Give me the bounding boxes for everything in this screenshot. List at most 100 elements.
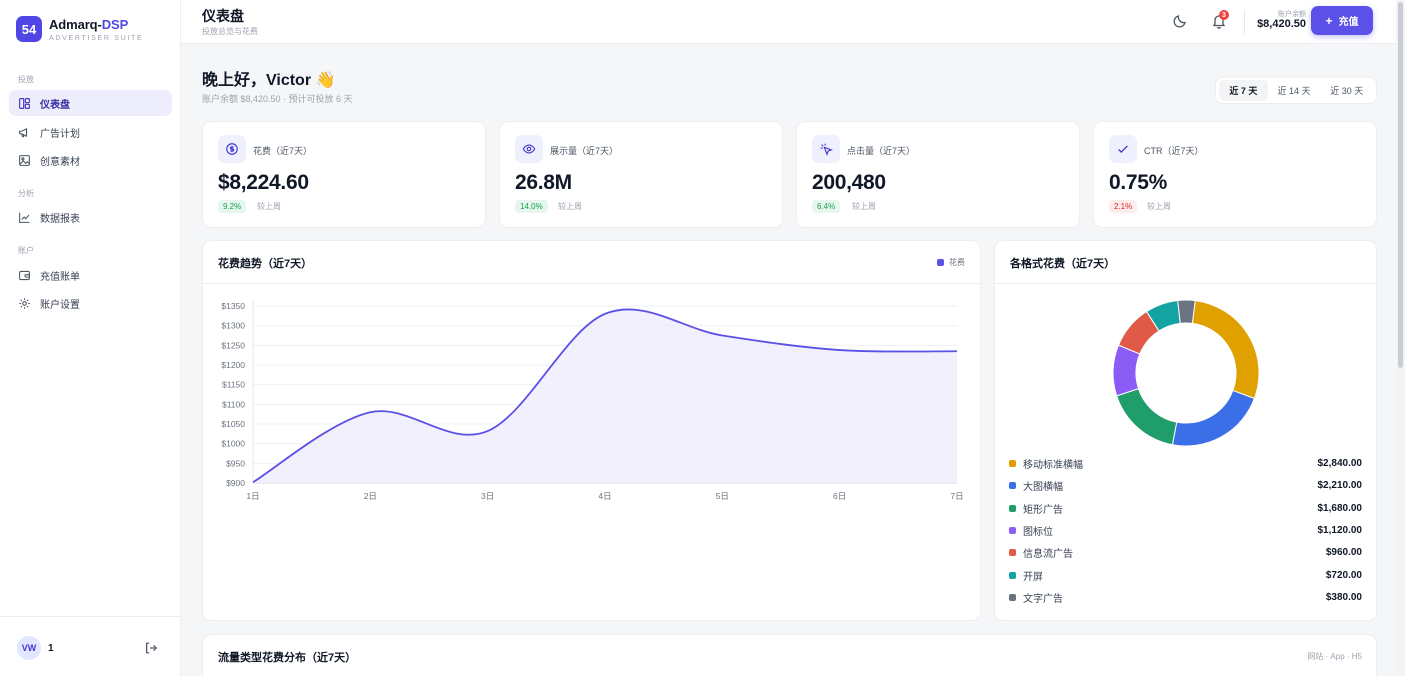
format-value: $2,840.00 [1317,457,1363,469]
page-scrollbar[interactable] [1396,0,1405,676]
dashboard-icon [18,97,31,110]
y-tick-label: $1150 [222,380,245,390]
x-tick-label: 3日 [481,491,494,501]
sidebar-item-billing[interactable]: 充值账单 [9,262,172,288]
range-30-days[interactable]: 近 30 天 [1330,86,1364,96]
sidebar-item-dashboard[interactable]: 仪表盘 [9,90,172,116]
plus-icon: + [1325,13,1333,28]
recharge-button[interactable]: + 充值 [1311,6,1373,35]
format-value: $2,210.00 [1317,479,1363,491]
scroll-thumb[interactable] [1398,2,1403,368]
kpi-card-ctr: CTR（近7天） 0.75% 2.1% 较上周 [1093,121,1377,228]
sidebar: 54 Admarq-DSP ADVERTISER SUITE 投放 仪表盘 广告… [0,0,181,676]
balance-label: 账户余额 [1278,11,1306,18]
sidebar-item-label: 仪表盘 [40,99,70,111]
format-spend-donut [1112,299,1260,447]
y-tick-label: $1300 [221,321,245,331]
format-value: $720.00 [1325,569,1362,581]
megaphone-icon [18,126,31,139]
spend-area [253,309,957,483]
divider [995,283,1376,284]
kpi-value: $8,224.60 [218,171,309,194]
legend-swatch [1009,481,1016,489]
kpi-card-clicks: 点击量（近7天） 200,480 6.4% 较上周 [796,121,1080,228]
kpi-change-badge: 2.1% [1109,200,1138,213]
y-tick-label: $1350 [221,301,245,311]
spend-line [252,308,958,483]
format-value: $1,680.00 [1317,502,1363,514]
donut-slice [1116,388,1178,446]
nav-section-delivery: 投放 [18,75,34,84]
spend-trend-card: 花费趋势（近7天） 花费 $900 $950 $1000 $1050 $1100 $115… [202,240,981,621]
greeting-subtitle: 账户余额 $8,420.50 · 预计可投放 6 天 [202,94,353,104]
donut-slice [1191,300,1260,400]
logout-icon[interactable] [144,641,158,655]
kpi-compare: 较上周 [558,202,582,211]
kpi-compare: 较上周 [257,202,281,211]
format-legend-row[interactable]: 图标位 $1,120.00 [1009,523,1362,538]
format-legend-row[interactable]: 矩形广告 $1,680.00 [1009,501,1363,516]
format-legend-row[interactable]: 文字广告 $380.00 [1009,590,1362,605]
donut-slice [1171,389,1256,447]
page-subtitle: 投放总览与花费 [202,27,258,36]
range-7-days[interactable]: 近 7 天 [1219,80,1268,101]
moon-icon[interactable] [1172,13,1188,29]
format-name: 信息流广告 [1023,548,1073,560]
legend-swatch [1009,459,1016,467]
y-tick-label: $1000 [221,439,245,449]
legend-swatch [1009,504,1016,512]
kpi-label: CTR（近7天） [1144,146,1204,156]
y-tick-label: $950 [226,458,245,468]
recharge-label: 充值 [1338,17,1359,28]
format-name: 开屏 [1023,571,1043,583]
spend-trend-title: 花费趋势（近7天） [218,258,313,270]
brand-name: Admarq-DSP [49,16,129,32]
sidebar-item-label: 创意素材 [40,156,80,168]
format-spend-title: 各格式花费（近7天） [1010,258,1116,270]
image-icon [18,154,31,167]
spend-trend-legend[interactable]: 花费 [937,257,965,268]
sidebar-item-campaigns[interactable]: 广告计划 [9,119,172,145]
kpi-value: 26.8M [515,171,572,194]
range-14-days[interactable]: 近 14 天 [1277,86,1311,96]
format-legend-row[interactable]: 大图横幅 $2,210.00 [1009,478,1363,493]
sidebar-item-settings[interactable]: 账户设置 [9,290,172,316]
brand[interactable]: 54 Admarq-DSP ADVERTISER SUITE [16,16,143,42]
balance-value: $8,420.50 [1257,18,1306,30]
x-tick-label: 6日 [833,491,846,501]
kpi-label: 点击量（近7天） [847,146,916,156]
x-tick-label: 7日 [950,491,963,501]
format-spend-card: 各格式花费（近7天） 移动标准横幅 $2,840.00 大图横幅 $2,210.00… [994,240,1377,621]
sidebar-item-label: 账户设置 [40,299,80,311]
format-legend-row[interactable]: 信息流广告 $960.00 [1009,545,1362,560]
format-name: 大图横幅 [1023,481,1063,493]
kpi-compare: 较上周 [1147,202,1171,211]
avatar[interactable]: VW [17,636,41,660]
eye-icon [515,135,543,163]
format-legend-row[interactable]: 开屏 $720.00 [1009,568,1362,583]
kpi-card-spend: 花费（近7天） $8,224.60 9.2% 较上周 [202,121,486,228]
topbar: 仪表盘 投放总览与花费 3 账户余额 $8,420.50 + 充值 [181,0,1405,44]
sidebar-item-label: 数据报表 [40,213,80,225]
spend-trend-chart: $900 $950 $1000 $1050 $1100 $1150 $1200 $1250 $1… [221,300,964,501]
kpi-label: 花费（近7天） [253,146,313,156]
date-range-switch: 近 7 天 近 14 天 近 30 天 [1215,77,1377,104]
format-name: 矩形广告 [1023,504,1063,516]
sidebar-item-label: 广告计划 [40,128,80,140]
x-tick-label: 2日 [364,491,377,501]
format-name: 移动标准横幅 [1023,459,1083,471]
sidebar-item-label: 充值账单 [40,271,80,283]
sidebar-item-reports[interactable]: 数据报表 [9,204,172,230]
sidebar-item-creatives[interactable]: 创意素材 [9,147,172,173]
brand-logo: 54 [16,16,42,42]
notification-badge: 3 [1219,10,1229,20]
nav-section-analytics: 分析 [18,189,34,198]
x-tick-label: 4日 [598,491,611,501]
traffic-type-title: 流量类型花费分布（近7天） [218,652,357,664]
line-chart-icon [18,211,31,224]
format-legend-row[interactable]: 移动标准横幅 $2,840.00 [1009,456,1363,471]
traffic-type-card: 流量类型花费分布（近7天） 网站 · App · H5 [202,634,1377,676]
kpi-change-badge: 6.4% [812,200,841,213]
kpi-change-badge: 14.0% [515,200,548,213]
gear-icon [18,297,31,310]
